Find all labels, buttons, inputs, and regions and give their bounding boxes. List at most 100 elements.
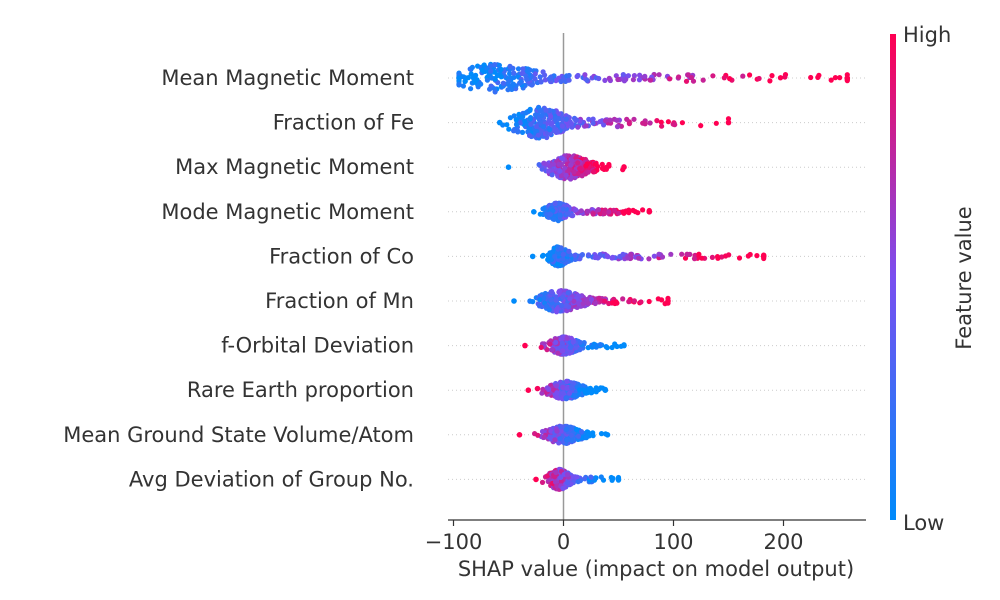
shap-point (631, 298, 638, 304)
shap-point-min (511, 298, 517, 304)
shap-point (538, 78, 544, 85)
shap-point (542, 77, 549, 83)
shap-point (611, 207, 618, 214)
shap-point (582, 390, 589, 396)
x-tick-label: 100 (653, 530, 693, 554)
shap-point (489, 75, 495, 81)
shap-point (591, 343, 597, 349)
shap-point (630, 77, 637, 83)
shap-point (539, 479, 546, 485)
shap-point (698, 123, 704, 129)
shap-point (584, 161, 590, 167)
shap-point (537, 74, 543, 80)
shap-point (614, 124, 621, 130)
shap-point-max (621, 164, 627, 170)
shap-point (577, 166, 583, 172)
shap-point (700, 77, 706, 83)
shap-point (488, 68, 494, 74)
shap-point (558, 173, 564, 179)
shap-point (558, 155, 565, 161)
shap-point (548, 113, 554, 119)
shap-point (566, 77, 572, 83)
shap-point (564, 426, 570, 432)
shap-point (667, 76, 673, 82)
shap-point (573, 155, 579, 161)
shap-point (816, 72, 822, 78)
shap-point (532, 112, 539, 118)
shap-point (573, 426, 580, 433)
shap-point (601, 210, 608, 217)
shap-point (545, 168, 552, 174)
shap-point-min (496, 119, 503, 126)
shap-point (778, 75, 784, 81)
feature-guide-lines (448, 77, 866, 480)
shap-point (563, 116, 569, 122)
shap-point (576, 391, 582, 397)
shap-point (602, 77, 608, 83)
shap-point (560, 256, 566, 262)
shap-point (533, 123, 540, 130)
shap-point (582, 476, 588, 482)
shap-point (549, 346, 555, 353)
shap-point (640, 207, 646, 213)
shap-point (699, 255, 705, 261)
shap-point (547, 127, 553, 133)
shap-point (468, 86, 474, 92)
shap-point (624, 116, 630, 122)
shap-point (537, 119, 544, 126)
shap-point (532, 76, 538, 82)
shap-point (547, 341, 553, 347)
shap-point (560, 251, 567, 257)
shap-point (636, 255, 642, 261)
x-tick-label: 0 (557, 530, 570, 554)
shap-point (530, 299, 536, 305)
feature-label: Mode Magnetic Moment (161, 200, 414, 224)
feature-label: Max Magnetic Moment (175, 155, 414, 179)
shap-point (609, 344, 615, 351)
feature-label: Fraction of Co (269, 244, 414, 268)
shap-point (575, 72, 581, 79)
shap-point (565, 290, 571, 296)
shap-point (614, 117, 620, 123)
shap-point (515, 129, 521, 135)
shap-point-max (615, 476, 622, 483)
shap-point (595, 207, 602, 213)
shap-point (524, 76, 530, 82)
shap-point (567, 390, 573, 396)
shap-point (564, 210, 571, 216)
feature-label: f-Orbital Deviation (221, 334, 414, 358)
shap-point (498, 74, 504, 80)
shap-point (559, 340, 565, 346)
shap-point (556, 111, 562, 117)
beeswarm-dots (456, 61, 851, 492)
shap-point (557, 212, 563, 218)
shap-point (567, 176, 574, 182)
shap-point (460, 83, 466, 89)
shap-point (556, 116, 562, 122)
shap-point (553, 297, 559, 303)
x-tick-label: 200 (763, 530, 803, 554)
shap-point (529, 82, 535, 88)
shap-point (558, 478, 564, 485)
shap-point (628, 251, 634, 257)
shap-point-max (725, 119, 732, 126)
shap-point (555, 122, 561, 128)
shap-point (487, 63, 493, 69)
shap-point-min (533, 476, 539, 483)
shap-point (538, 112, 545, 119)
shap-point (553, 479, 559, 485)
shap-point (590, 116, 596, 122)
shap-point (535, 132, 542, 138)
shap-point (554, 77, 560, 83)
shap-point (532, 71, 538, 77)
shap-point (782, 74, 788, 80)
shap-point (572, 252, 578, 258)
shap-point (473, 72, 479, 78)
shap-point (548, 297, 554, 303)
shap-point (578, 208, 584, 214)
shap-point (606, 209, 612, 215)
shap-point (569, 438, 575, 444)
shap-point (647, 120, 653, 126)
shap-point (620, 296, 626, 302)
